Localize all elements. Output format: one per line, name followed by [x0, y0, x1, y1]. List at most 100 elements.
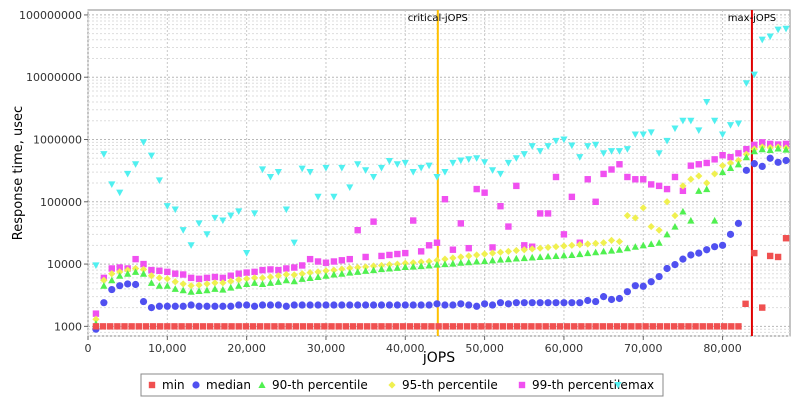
data-point: [335, 323, 342, 330]
data-point: [497, 202, 504, 210]
data-point: [290, 277, 298, 285]
data-point: [481, 250, 489, 258]
y-tick-label: 1000: [54, 320, 82, 333]
data-point: [687, 251, 695, 259]
data-point: [147, 304, 156, 312]
data-point: [258, 274, 267, 282]
data-point: [219, 279, 227, 287]
data-point: [711, 117, 719, 125]
data-point: [195, 220, 203, 227]
data-point: [457, 220, 465, 227]
data-point: [584, 296, 592, 305]
data-point: [584, 176, 591, 183]
data-point: [613, 323, 621, 330]
data-point: [338, 265, 346, 273]
data-point: [377, 164, 386, 172]
data-point: [147, 152, 156, 160]
data-point: [171, 323, 178, 330]
data-point: [481, 257, 489, 265]
data-point: [568, 251, 576, 259]
data-point: [362, 253, 369, 261]
data-point: [655, 239, 663, 246]
data-point: [435, 323, 442, 330]
data-point: [568, 241, 576, 249]
data-point: [759, 139, 766, 146]
data-point: [243, 301, 251, 309]
data-point: [187, 282, 195, 290]
data-point: [108, 285, 116, 294]
data-point: [607, 148, 616, 155]
data-point: [726, 159, 735, 167]
data-point: [607, 236, 616, 244]
data-point: [687, 117, 695, 125]
y-axis-ticks: 1000 10000 100000 1000000 10000000 100000000: [19, 9, 88, 333]
legend-box: [140, 373, 664, 397]
data-point: [131, 280, 140, 289]
data-point: [266, 301, 275, 309]
data-point: [631, 282, 639, 290]
data-point: [369, 301, 378, 309]
data-point: [782, 156, 790, 165]
data-point: [417, 262, 425, 270]
data-point: [179, 280, 187, 288]
data-point: [782, 140, 790, 148]
data-point: [116, 272, 124, 279]
data-point: [235, 282, 243, 289]
data-point: [322, 267, 330, 275]
data-point: [266, 279, 275, 286]
data-point: [632, 176, 639, 183]
data-point: [536, 253, 544, 261]
data-point: [314, 193, 322, 201]
data-point: [463, 323, 471, 330]
y-tick-label: 10000: [47, 258, 82, 271]
data-point: [132, 255, 139, 263]
data-point: [488, 249, 497, 257]
data-point: [121, 323, 128, 330]
data-point: [107, 323, 114, 330]
data-point: [711, 243, 719, 251]
data-point: [211, 285, 219, 292]
data-point: [655, 226, 663, 234]
data-point: [576, 154, 584, 161]
data-point: [703, 159, 710, 167]
data-point: [504, 159, 513, 167]
data-point: [481, 159, 489, 166]
data-point: [306, 301, 314, 309]
data-point: [671, 212, 679, 220]
data-point: [243, 280, 251, 287]
data-point: [719, 151, 726, 159]
data-point: [271, 323, 278, 330]
data-point: [758, 36, 766, 44]
data-point: [782, 145, 790, 153]
data-point: [671, 261, 679, 269]
data-point: [227, 277, 235, 285]
data-point: [647, 240, 655, 248]
data-point: [441, 260, 449, 268]
data-point: [552, 137, 560, 145]
data-point: [249, 323, 257, 330]
data-point: [206, 323, 214, 330]
data-point: [282, 302, 290, 310]
legend-swatch: [148, 381, 156, 389]
data-point: [322, 259, 330, 266]
data-point: [766, 146, 774, 153]
data-point: [211, 214, 219, 222]
data-point: [720, 323, 728, 330]
data-point: [631, 131, 639, 139]
data-point: [378, 252, 385, 260]
data-point: [393, 301, 401, 309]
data-point: [549, 323, 557, 330]
data-point: [679, 117, 687, 125]
data-point: [393, 264, 401, 271]
data-point: [576, 299, 584, 307]
data-point: [264, 323, 271, 330]
series-max: [92, 25, 790, 270]
data-point: [592, 239, 600, 247]
data-point: [465, 301, 473, 309]
series-min: [92, 235, 790, 330]
data-point: [563, 323, 571, 330]
data-point: [608, 166, 615, 173]
data-point: [687, 216, 695, 224]
data-point: [338, 301, 346, 309]
data-point: [409, 263, 417, 270]
